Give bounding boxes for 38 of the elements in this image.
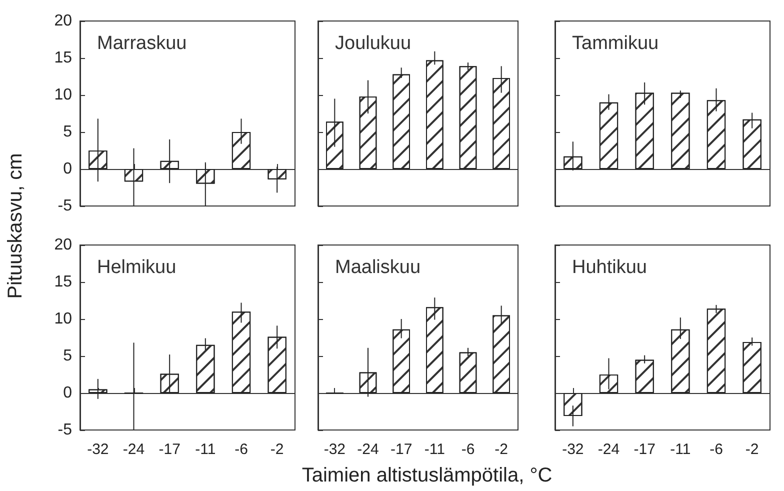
- x-tick-label: -2: [270, 441, 284, 458]
- y-tick-label: -5: [58, 422, 72, 438]
- x-tick-label: -6: [234, 441, 248, 458]
- x-tick-label: -17: [158, 441, 180, 458]
- x-tick-label: -11: [195, 441, 216, 458]
- y-tick-label: 5: [63, 124, 72, 140]
- x-tick-label: -17: [634, 441, 656, 458]
- x-tick-label: -11: [424, 441, 445, 458]
- x-tick-label: -32: [87, 441, 109, 458]
- y-tick-label: 5: [63, 348, 72, 364]
- x-tick-label: -2: [494, 441, 508, 458]
- y-axis-title: Pituuskasvu, cm: [4, 153, 28, 299]
- y-tick-label: 10: [54, 310, 72, 328]
- text: Maaliskuu: [335, 257, 421, 278]
- x-tick-label: -6: [710, 441, 723, 458]
- x-tick-label: -11: [670, 441, 691, 458]
- x-axis-title: Taimien altistuslämpötila, °C: [302, 464, 552, 488]
- x-tick-label: -32: [562, 441, 584, 458]
- x-tick-label: -17: [390, 441, 412, 458]
- y-tick-label: 15: [54, 50, 72, 66]
- y-tick-label: 20: [54, 236, 72, 254]
- y-tick-label: 0: [63, 384, 72, 402]
- text: Huhtikuu: [572, 257, 647, 278]
- y-tick-label: 20: [54, 12, 72, 30]
- text: Joulukuu: [335, 33, 412, 54]
- y-tick-label: 10: [54, 86, 72, 104]
- text: Helmikuu: [97, 257, 176, 278]
- y-tick-label: 15: [54, 274, 72, 290]
- x-tick-label: -24: [357, 441, 379, 458]
- y-tick-label: 0: [63, 160, 72, 178]
- x-tick-label: -24: [122, 441, 145, 458]
- x-tick-label: -2: [745, 441, 759, 458]
- text: Marraskuu: [97, 33, 187, 54]
- text: Tammikuu: [572, 33, 659, 54]
- x-tick-label: -6: [461, 441, 475, 458]
- x-tick-label: -24: [598, 441, 620, 458]
- x-tick-label: -32: [324, 441, 346, 458]
- y-tick-label: -5: [58, 198, 72, 214]
